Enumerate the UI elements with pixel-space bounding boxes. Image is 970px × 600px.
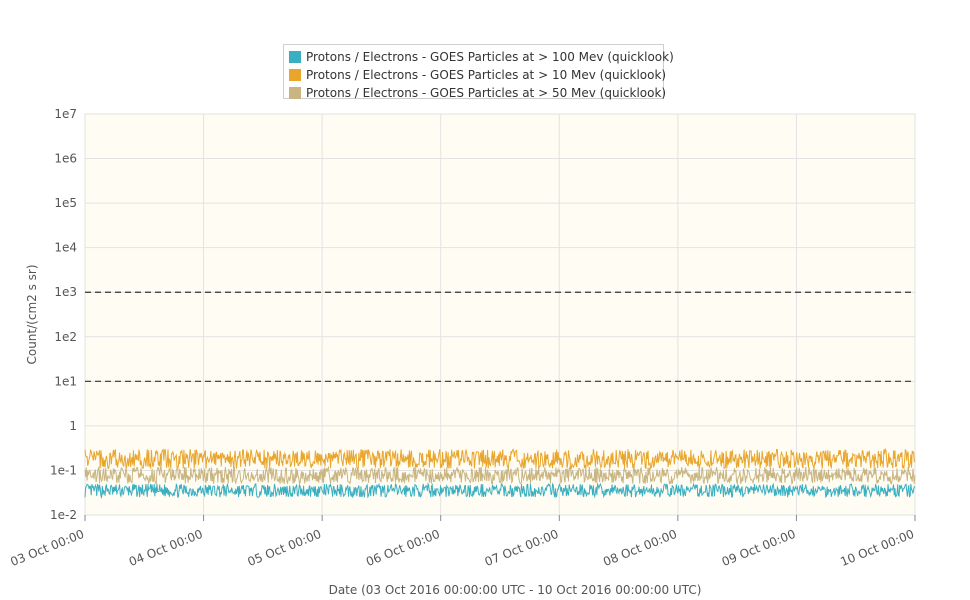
- x-tick-label: 07 Oct 00:00: [483, 527, 561, 569]
- x-axis-ticks: 03 Oct 00:00 04 Oct 00:00 05 Oct 00:00 06 O…: [8, 515, 916, 569]
- legend-swatch-100mev: [289, 51, 301, 63]
- series-10mev-line: [84, 447, 916, 471]
- y-axis-ticks: 1e-2 1e-1 1 1e1 1e2 1e3 1e4 1e5 1e6 1e7: [50, 107, 77, 522]
- series-100mev-line: [84, 481, 916, 500]
- x-tick-label: 04 Oct 00:00: [127, 527, 205, 569]
- y-tick-label: 1e-1: [50, 463, 77, 477]
- legend-item-50mev[interactable]: Protons / Electrons - GOES Particles at …: [289, 84, 667, 102]
- y-tick-label: 1: [69, 419, 77, 433]
- y-axis-label: Count/(cm2 s sr): [25, 264, 39, 364]
- legend-swatch-50mev: [289, 87, 301, 99]
- x-tick-label: 06 Oct 00:00: [364, 527, 442, 569]
- legend: Protons / Electrons - GOES Particles at …: [283, 44, 674, 102]
- x-tick-label: 10 Oct 00:00: [838, 527, 916, 569]
- y-tick-label: 1e1: [54, 374, 77, 388]
- legend-item-100mev[interactable]: Protons / Electrons - GOES Particles at …: [289, 48, 674, 66]
- legend-label-50mev: Protons / Electrons - GOES Particles at …: [306, 86, 667, 100]
- series-layer: [84, 447, 916, 500]
- y-tick-label: 1e5: [54, 196, 77, 210]
- y-tick-label: 1e3: [54, 285, 77, 299]
- threshold-layer: [85, 291, 915, 382]
- y-tick-label: 1e4: [54, 241, 77, 255]
- x-tick-label: 08 Oct 00:00: [601, 527, 679, 569]
- x-tick-label: 09 Oct 00:00: [720, 527, 798, 569]
- plot-area: [84, 113, 916, 516]
- y-tick-label: 1e2: [54, 330, 77, 344]
- x-tick-label: 03 Oct 00:00: [8, 527, 86, 569]
- x-tick-label: 05 Oct 00:00: [245, 527, 323, 569]
- x-axis-label: Date (03 Oct 2016 00:00:00 UTC - 10 Oct …: [329, 583, 702, 597]
- series-50mev-line: [84, 465, 916, 486]
- legend-swatch-10mev: [289, 69, 301, 81]
- y-tick-label: 1e6: [54, 152, 77, 166]
- y-tick-label: 1e-2: [50, 508, 77, 522]
- legend-label-100mev: Protons / Electrons - GOES Particles at …: [306, 50, 674, 64]
- legend-item-10mev[interactable]: Protons / Electrons - GOES Particles at …: [289, 66, 667, 84]
- legend-label-10mev: Protons / Electrons - GOES Particles at …: [306, 68, 667, 82]
- y-tick-label: 1e7: [54, 107, 77, 121]
